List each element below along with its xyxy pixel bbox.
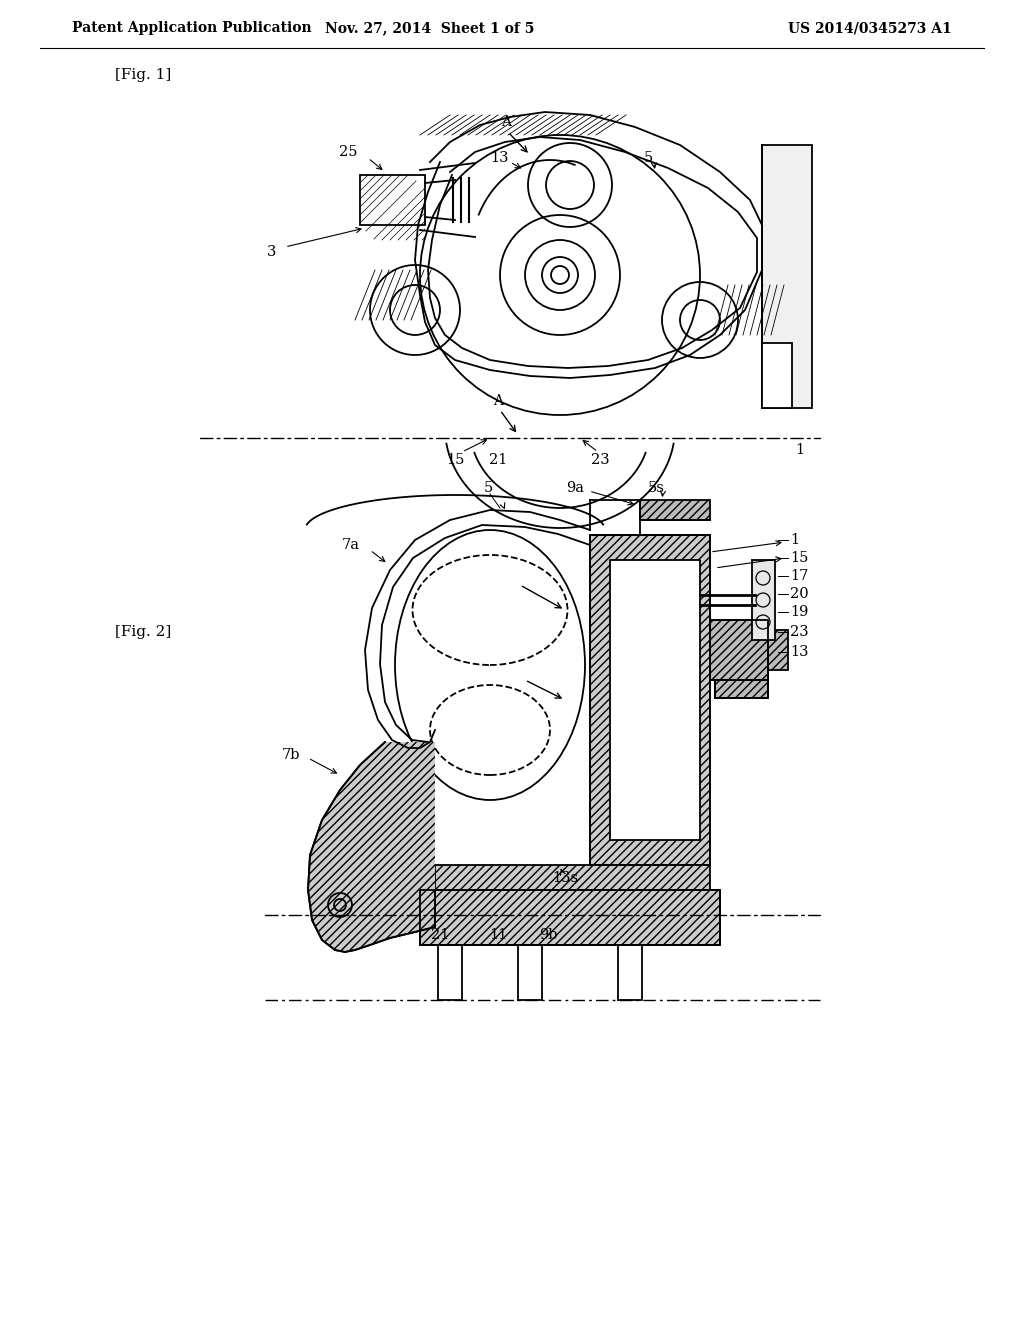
Text: A: A — [501, 115, 511, 129]
Text: 21: 21 — [488, 453, 507, 467]
Text: 17: 17 — [790, 569, 808, 583]
Text: 13: 13 — [790, 645, 809, 659]
Text: 13: 13 — [490, 150, 509, 165]
Text: 9b: 9b — [539, 928, 557, 942]
Text: 20: 20 — [790, 587, 809, 601]
Polygon shape — [308, 742, 435, 952]
Text: 15: 15 — [790, 550, 808, 565]
Text: 1: 1 — [790, 533, 799, 546]
Text: 3: 3 — [267, 246, 276, 259]
Polygon shape — [762, 145, 812, 408]
Text: 7a: 7a — [342, 539, 360, 552]
Text: 21: 21 — [431, 928, 450, 942]
Polygon shape — [590, 535, 710, 865]
Text: 5: 5 — [643, 150, 652, 165]
Text: 23: 23 — [591, 453, 609, 467]
Text: [Fig. 2]: [Fig. 2] — [115, 624, 171, 639]
Polygon shape — [435, 865, 710, 890]
Polygon shape — [715, 680, 768, 698]
Polygon shape — [768, 630, 788, 671]
Polygon shape — [640, 500, 710, 520]
Text: 13s: 13s — [552, 871, 579, 884]
Polygon shape — [710, 620, 768, 680]
Polygon shape — [752, 560, 775, 640]
Text: 9a: 9a — [566, 480, 584, 495]
Text: Nov. 27, 2014  Sheet 1 of 5: Nov. 27, 2014 Sheet 1 of 5 — [326, 21, 535, 36]
Polygon shape — [610, 560, 700, 840]
Text: Patent Application Publication: Patent Application Publication — [72, 21, 311, 36]
Polygon shape — [762, 343, 792, 408]
Text: 5: 5 — [483, 480, 493, 495]
Text: 11: 11 — [488, 928, 507, 942]
Text: 25: 25 — [340, 145, 358, 158]
Text: [Fig. 1]: [Fig. 1] — [115, 69, 171, 82]
Bar — [360, 176, 425, 224]
Text: 7b: 7b — [282, 748, 300, 762]
Polygon shape — [420, 890, 720, 945]
Text: 15: 15 — [445, 453, 464, 467]
Text: 19: 19 — [790, 605, 808, 619]
Text: 5s: 5s — [647, 480, 665, 495]
Text: US 2014/0345273 A1: US 2014/0345273 A1 — [788, 21, 952, 36]
Text: A: A — [493, 393, 503, 408]
Text: 23: 23 — [790, 624, 809, 639]
Text: 1: 1 — [796, 444, 805, 457]
